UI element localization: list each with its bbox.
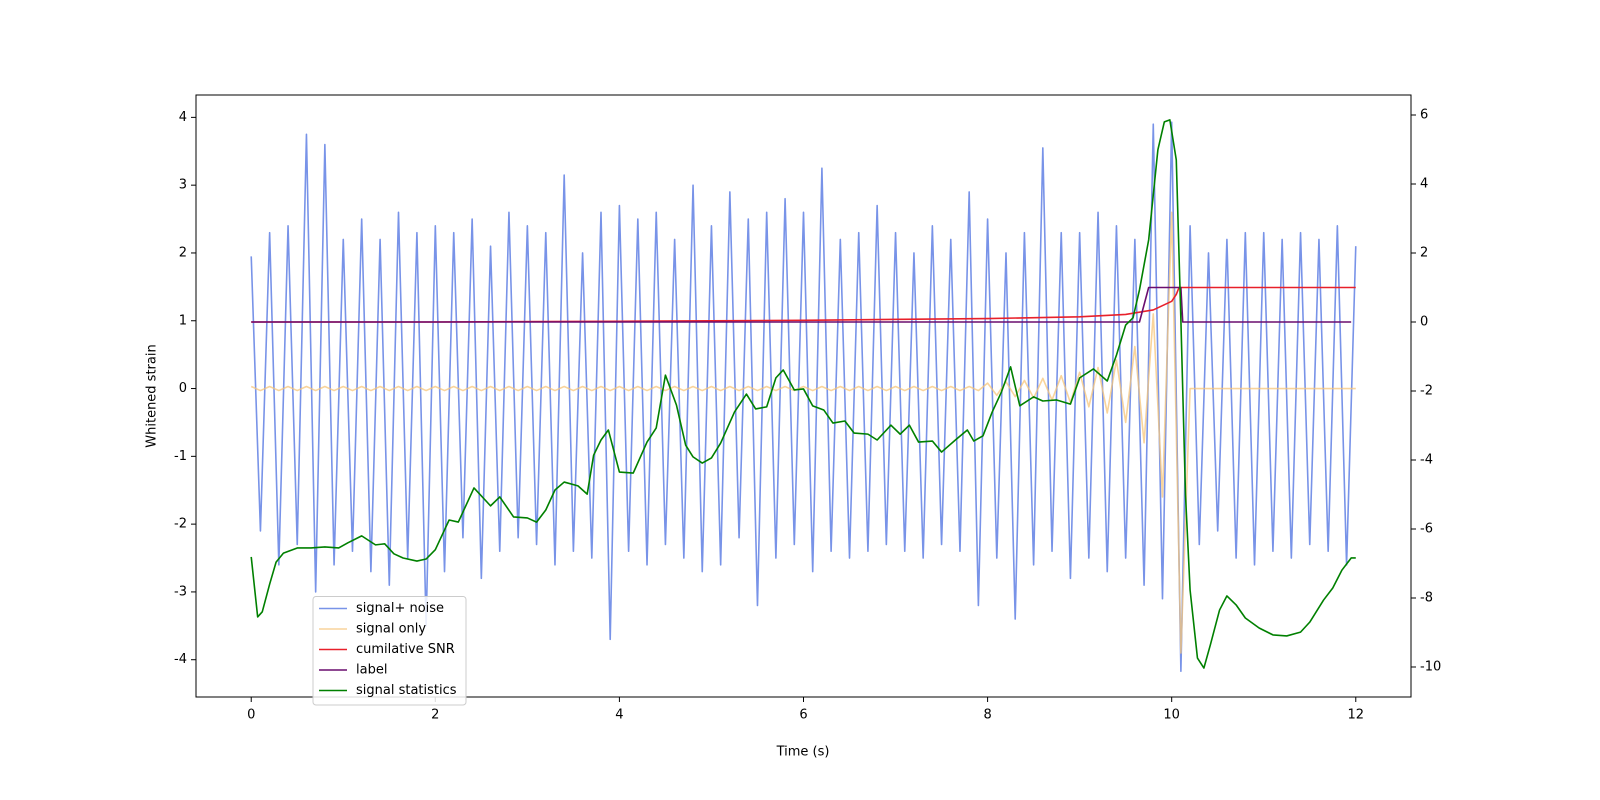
y2-tick-label: 2 [1420, 246, 1428, 261]
legend-label: signal only [356, 622, 426, 637]
legend-label: cumilative SNR [356, 642, 455, 657]
series-line [250, 119, 1356, 669]
y2-tick-label: -2 [1420, 383, 1433, 398]
y-tick-label: 4 [179, 110, 187, 125]
y-tick-label: -1 [174, 449, 187, 464]
x-tick-label: 10 [1163, 708, 1180, 723]
x-tick-label: 6 [799, 708, 807, 723]
y2-tick-label: -10 [1420, 659, 1441, 674]
x-tick-label: 8 [983, 708, 991, 723]
x-tick-label: 0 [247, 708, 255, 723]
y2-tick-label: -8 [1420, 590, 1433, 605]
legend-label: signal+ noise [356, 601, 444, 616]
legend-box [312, 596, 467, 706]
series-line [250, 121, 1357, 673]
y2-tick-label: -4 [1420, 452, 1433, 467]
x-tick-label: 2 [431, 708, 439, 723]
y-axis-label: Whitened strain [145, 344, 160, 447]
legend-label: label [356, 663, 387, 678]
series-line [250, 211, 1356, 654]
y-tick-label: 2 [179, 245, 187, 260]
y2-tick-label: 6 [1420, 108, 1428, 123]
y-tick-label: -3 [174, 584, 187, 599]
y2-tick-label: -6 [1420, 521, 1433, 536]
y-tick-label: -2 [174, 517, 187, 532]
plot-area [250, 119, 1357, 673]
series-line [251, 286, 1352, 323]
y-tick-label: -4 [174, 652, 187, 667]
x-axis-label: Time (s) [776, 745, 830, 760]
legend-label: signal statistics [356, 683, 457, 698]
legend: signal+ noise signal only cumilative SNR la… [312, 596, 467, 706]
y-tick-label: 0 [179, 381, 187, 396]
y2-tick-label: 0 [1420, 315, 1428, 330]
y2-tick-label: 4 [1420, 177, 1428, 192]
y-tick-label: 1 [179, 313, 187, 328]
x-tick-label: 4 [615, 708, 623, 723]
x-tick-label: 12 [1347, 708, 1364, 723]
y-tick-label: 3 [179, 178, 187, 193]
